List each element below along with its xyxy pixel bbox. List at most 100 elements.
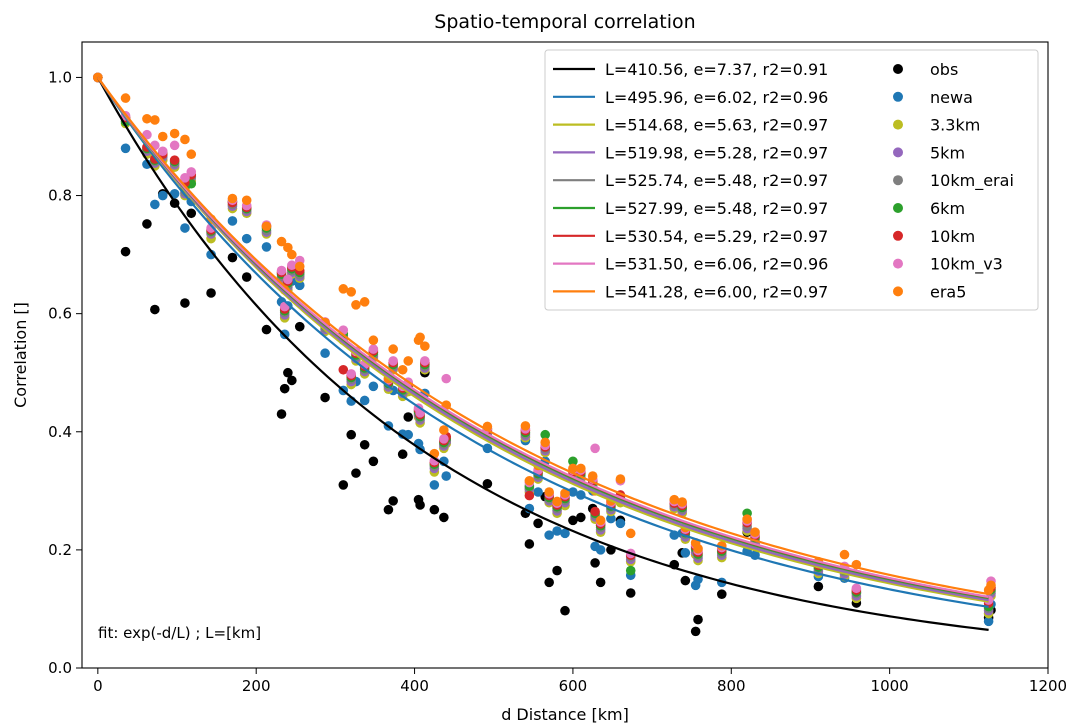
y-tick-label: 0.2 bbox=[48, 541, 72, 559]
legend-fit-label: L=530.54, e=5.29, r2=0.97 bbox=[605, 227, 828, 246]
fit-line bbox=[96, 76, 989, 598]
data-point bbox=[157, 190, 168, 201]
data-point bbox=[359, 297, 370, 307]
data-point bbox=[482, 478, 493, 489]
data-point bbox=[403, 412, 414, 422]
fit-line bbox=[96, 76, 989, 602]
legend: L=410.56, e=7.37, r2=0.91 L=495.96, e=6.0… bbox=[544, 49, 1039, 311]
chart-title: Spatio-temporal correlation bbox=[434, 11, 695, 33]
data-point bbox=[576, 512, 586, 523]
data-point bbox=[420, 356, 430, 366]
data-point bbox=[388, 356, 398, 366]
data-point bbox=[693, 614, 703, 625]
legend-marker-swatch bbox=[893, 119, 903, 130]
data-point bbox=[186, 167, 197, 177]
y-axis-label: Correlation [] bbox=[11, 302, 30, 408]
data-point bbox=[346, 429, 357, 440]
data-point bbox=[142, 219, 152, 229]
data-point bbox=[227, 216, 238, 226]
data-point bbox=[429, 455, 440, 466]
data-point bbox=[276, 265, 287, 276]
data-point bbox=[533, 518, 543, 529]
legend-fit-label: L=410.56, e=7.37, r2=0.91 bbox=[605, 60, 828, 79]
data-point bbox=[415, 332, 425, 343]
data-point bbox=[403, 356, 414, 366]
data-point bbox=[279, 383, 290, 394]
data-point bbox=[276, 236, 287, 247]
data-point bbox=[283, 367, 293, 378]
x-tick-label: 600 bbox=[559, 677, 588, 695]
data-point bbox=[287, 375, 297, 386]
legend-series-label: obs bbox=[930, 60, 958, 79]
data-point bbox=[180, 173, 190, 183]
data-point bbox=[439, 425, 449, 435]
data-point bbox=[206, 249, 216, 260]
data-point bbox=[441, 471, 452, 481]
data-point bbox=[241, 272, 252, 282]
data-point bbox=[429, 504, 440, 515]
x-tick-label: 200 bbox=[242, 677, 271, 695]
data-point bbox=[150, 304, 160, 315]
data-point bbox=[338, 480, 349, 490]
data-point bbox=[587, 471, 598, 481]
plot-area bbox=[93, 72, 996, 637]
data-point bbox=[560, 528, 570, 539]
data-point bbox=[690, 626, 701, 637]
data-point bbox=[287, 260, 297, 271]
data-point bbox=[142, 113, 152, 124]
legend-series-label: 10km_erai bbox=[930, 171, 1014, 191]
data-point bbox=[368, 381, 379, 392]
data-point bbox=[540, 437, 551, 448]
data-point bbox=[186, 149, 197, 160]
data-point bbox=[615, 474, 626, 484]
data-point bbox=[287, 249, 297, 260]
data-point bbox=[568, 456, 578, 467]
x-tick-label: 0 bbox=[93, 677, 103, 695]
data-point bbox=[294, 261, 305, 272]
legend-marker-swatch bbox=[893, 230, 903, 241]
data-point bbox=[169, 128, 180, 139]
data-point bbox=[595, 545, 606, 555]
data-point bbox=[150, 199, 160, 210]
data-point bbox=[590, 558, 600, 568]
legend-series-label: 10km bbox=[930, 227, 975, 246]
data-point bbox=[420, 341, 430, 351]
data-point bbox=[544, 577, 554, 588]
data-point bbox=[441, 373, 452, 384]
data-point bbox=[206, 223, 216, 233]
data-point bbox=[615, 518, 626, 529]
data-point bbox=[595, 577, 606, 588]
fit-annotation: fit: exp(-d/L) ; L=[km] bbox=[98, 624, 261, 642]
data-point bbox=[680, 548, 691, 558]
data-point bbox=[552, 565, 562, 576]
data-point bbox=[677, 497, 687, 507]
data-point bbox=[403, 429, 414, 440]
data-point bbox=[320, 348, 330, 359]
data-point bbox=[368, 456, 379, 467]
legend-series-label: newa bbox=[930, 88, 973, 107]
data-point bbox=[150, 115, 160, 125]
data-point bbox=[368, 344, 379, 354]
legend-marker-swatch bbox=[893, 147, 903, 158]
data-point bbox=[120, 93, 131, 103]
data-point bbox=[524, 490, 535, 501]
data-point bbox=[590, 506, 600, 517]
data-point bbox=[560, 488, 570, 498]
data-point bbox=[429, 480, 440, 490]
legend-marker-swatch bbox=[893, 91, 903, 102]
data-point bbox=[261, 324, 272, 335]
data-point bbox=[180, 298, 190, 308]
data-point bbox=[338, 284, 349, 294]
data-point bbox=[533, 487, 543, 497]
data-point bbox=[540, 429, 551, 440]
data-point bbox=[606, 513, 616, 524]
legend-fit-label: L=525.74, e=5.48, r2=0.97 bbox=[605, 171, 828, 190]
legend-marker-swatch bbox=[893, 203, 903, 213]
data-point bbox=[544, 487, 554, 497]
plot-frame bbox=[81, 41, 1049, 669]
y-tick-label: 0.6 bbox=[48, 305, 72, 323]
data-point bbox=[241, 195, 252, 206]
data-point bbox=[359, 395, 370, 406]
data-point bbox=[520, 421, 531, 431]
